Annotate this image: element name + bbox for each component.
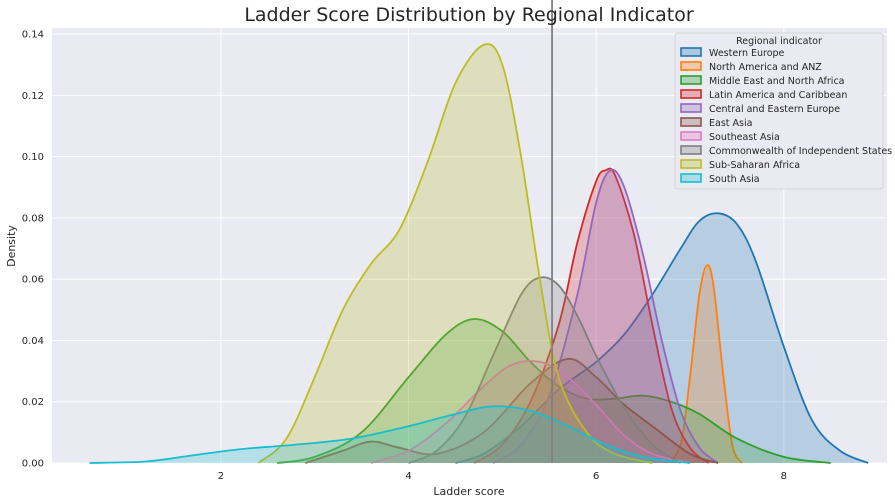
y-tick-label: 0.06 [22, 275, 44, 286]
line-latin-america-and-caribbean [473, 167, 710, 464]
line-middle-east-and-north-africa [277, 318, 831, 464]
line-southeast-asia [370, 360, 691, 464]
y-axis-label: Density [5, 225, 18, 267]
x-axis-label: Ladder score [433, 485, 504, 498]
legend-swatch-east-asia [680, 117, 702, 127]
legend: Regional indicator Western Europe North A… [674, 32, 892, 190]
legend-swatch-south-asia [680, 173, 702, 183]
area-south-asia [89, 406, 690, 463]
x-tick-label: 2 [218, 471, 224, 482]
line-south-asia [89, 405, 691, 464]
legend-label-latin-america-and-caribbean: Latin America and Caribbean [709, 90, 847, 101]
area-sub-saharan-africa [258, 43, 653, 463]
x-tick-label: 6 [593, 471, 599, 482]
line-western-europe [455, 212, 869, 464]
y-tick-label: 0.02 [22, 397, 44, 408]
line-east-asia [305, 357, 719, 464]
legend-swatch-sub-saharan-africa [680, 159, 702, 169]
legend-label-sub-saharan-africa: Sub-Saharan Africa [709, 160, 800, 171]
legend-swatch-north-america-and-anz [680, 61, 702, 71]
y-tick-label: 0.12 [22, 91, 44, 102]
area-north-america-and-anz [666, 265, 742, 463]
legend-label-southeast-asia: Southeast Asia [709, 132, 780, 143]
legend-label-middle-east-and-north-africa: Middle East and North Africa [709, 76, 845, 87]
legend-label-central-and-eastern-europe: Central and Eastern Europe [709, 104, 840, 115]
y-tick-label: 0.08 [22, 213, 44, 224]
legend-label-commonwealth-of-independent-states: Commonwealth of Independent States [709, 146, 892, 157]
x-tick-label: 8 [781, 471, 787, 482]
area-latin-america-and-caribbean [474, 168, 709, 463]
area-commonwealth-of-independent-states [408, 277, 681, 463]
line-north-america-and-anz [665, 264, 743, 464]
area-east-asia [305, 358, 719, 463]
y-tick-label: 0.10 [22, 152, 44, 163]
legend-items: Western Europe North America and ANZ Middl… [680, 47, 892, 185]
y-tick-label: 0.00 [22, 459, 44, 470]
area-central-and-eastern-europe [492, 169, 719, 463]
area-middle-east-and-north-africa [277, 318, 831, 463]
legend-swatch-central-and-eastern-europe [680, 103, 702, 113]
legend-label-western-europe: Western Europe [709, 48, 785, 59]
line-sub-saharan-africa [257, 43, 653, 464]
line-commonwealth-of-independent-states [408, 276, 682, 464]
y-tick-label: 0.04 [22, 336, 44, 347]
legend-swatch-southeast-asia [680, 131, 702, 141]
legend-label-east-asia: East Asia [709, 118, 752, 129]
density-areas [89, 43, 869, 464]
legend-swatch-commonwealth-of-independent-states [680, 145, 702, 155]
y-tick-label: 0.14 [22, 30, 44, 41]
legend-label-north-america-and-anz: North America and ANZ [709, 62, 822, 73]
x-tick-labels: 2 4 6 8 [218, 471, 787, 482]
legend-swatch-latin-america-and-caribbean [680, 89, 702, 99]
line-central-and-eastern-europe [492, 168, 719, 464]
x-tick-label: 4 [405, 471, 411, 482]
chart-title: Ladder Score Distribution by Regional In… [244, 4, 694, 26]
y-tick-labels: 0.00 0.02 0.04 0.06 0.08 0.10 0.12 0.14 [22, 30, 44, 470]
legend-title: Regional indicator [736, 36, 822, 47]
legend-label-south-asia: South Asia [709, 174, 760, 185]
legend-box [674, 32, 884, 190]
legend-swatch-western-europe [680, 47, 702, 57]
legend-swatch-middle-east-and-north-africa [680, 75, 702, 85]
